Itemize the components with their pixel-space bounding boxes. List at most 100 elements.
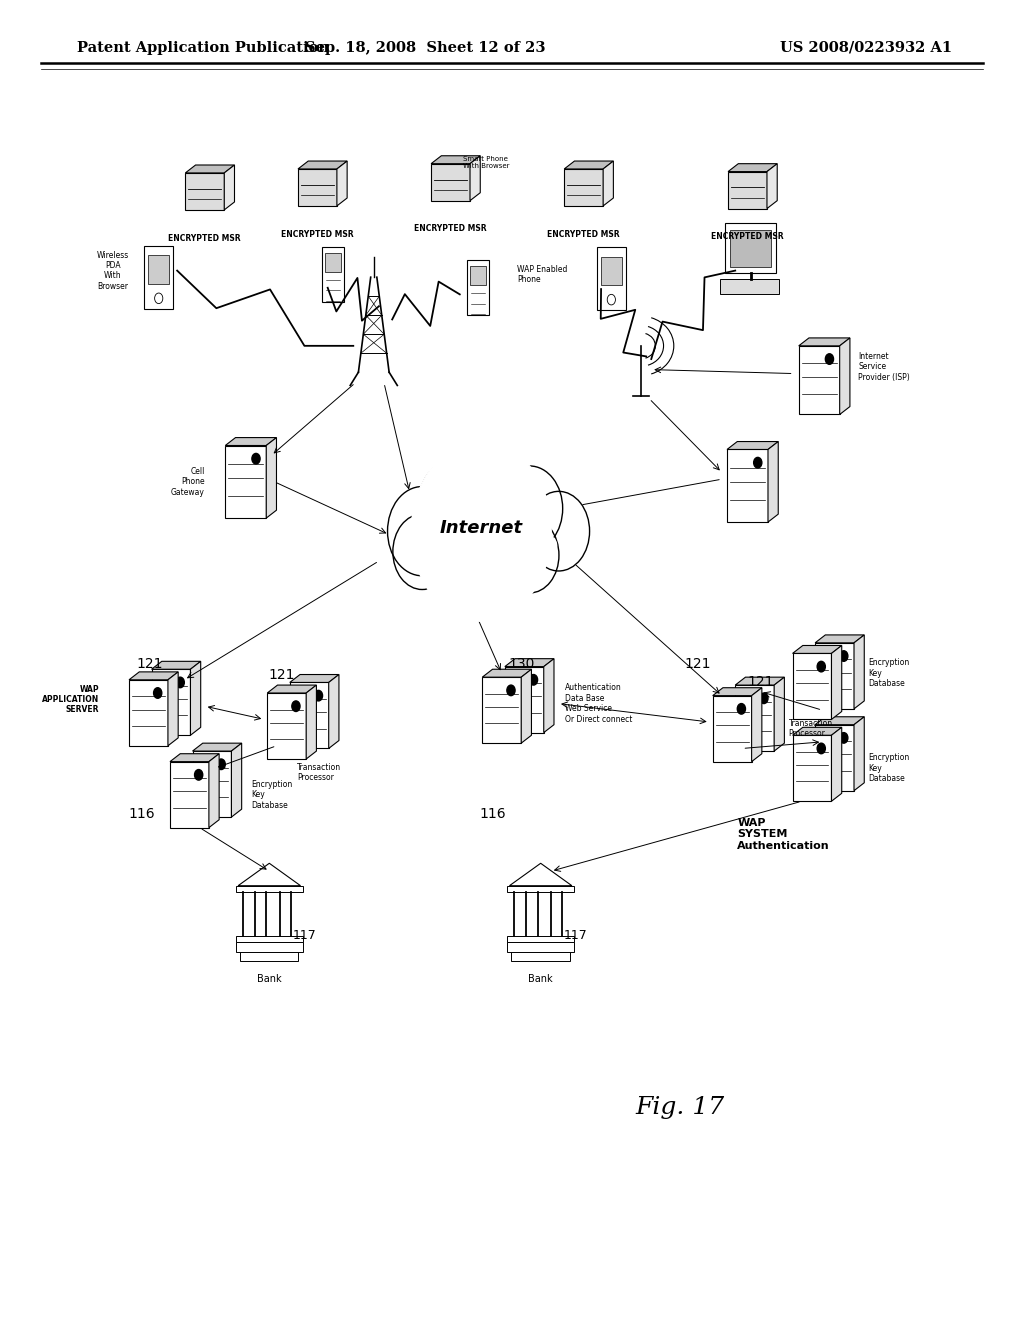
Polygon shape xyxy=(793,735,831,801)
Circle shape xyxy=(840,651,848,661)
Text: Encryption
Key
Database: Encryption Key Database xyxy=(868,659,909,688)
Polygon shape xyxy=(225,446,266,517)
Polygon shape xyxy=(728,172,767,209)
Text: WAP
APPLICATION
SERVER: WAP APPLICATION SERVER xyxy=(42,685,99,714)
Polygon shape xyxy=(482,677,521,743)
Polygon shape xyxy=(713,688,762,696)
Polygon shape xyxy=(298,169,337,206)
Polygon shape xyxy=(238,863,301,886)
Polygon shape xyxy=(329,675,339,748)
Circle shape xyxy=(412,441,551,622)
Polygon shape xyxy=(193,751,231,817)
Polygon shape xyxy=(290,675,339,682)
Polygon shape xyxy=(510,863,571,886)
Text: US 2008/0223932 A1: US 2008/0223932 A1 xyxy=(780,41,952,55)
Polygon shape xyxy=(152,669,190,735)
Bar xyxy=(236,936,303,942)
Polygon shape xyxy=(298,161,347,169)
Polygon shape xyxy=(735,677,784,685)
Polygon shape xyxy=(168,672,178,746)
Text: ENCRYPTED MSR: ENCRYPTED MSR xyxy=(282,230,353,239)
Polygon shape xyxy=(713,696,752,762)
Polygon shape xyxy=(840,338,850,414)
Polygon shape xyxy=(185,173,224,210)
Bar xyxy=(508,942,573,952)
Polygon shape xyxy=(190,661,201,735)
Polygon shape xyxy=(793,653,831,719)
Polygon shape xyxy=(193,743,242,751)
Bar xyxy=(601,256,622,285)
Polygon shape xyxy=(768,441,778,521)
Polygon shape xyxy=(266,438,276,517)
Bar xyxy=(240,952,299,961)
Text: Sep. 18, 2008  Sheet 12 of 23: Sep. 18, 2008 Sheet 12 of 23 xyxy=(305,41,545,55)
Polygon shape xyxy=(185,165,234,173)
Text: ENCRYPTED MSR: ENCRYPTED MSR xyxy=(548,230,620,239)
Polygon shape xyxy=(815,643,854,709)
Circle shape xyxy=(433,520,497,602)
Polygon shape xyxy=(728,164,777,172)
Text: Encryption
Key
Database: Encryption Key Database xyxy=(251,780,292,809)
Polygon shape xyxy=(815,635,864,643)
Text: 130: 130 xyxy=(509,656,536,671)
Circle shape xyxy=(217,759,225,770)
Polygon shape xyxy=(129,672,178,680)
Text: Smart Phone
With Browser: Smart Phone With Browser xyxy=(463,156,509,169)
Polygon shape xyxy=(521,669,531,743)
Bar xyxy=(725,223,776,273)
Circle shape xyxy=(501,517,559,593)
Polygon shape xyxy=(735,685,774,751)
Polygon shape xyxy=(152,661,201,669)
Polygon shape xyxy=(225,438,276,446)
Text: Internet
Service
Provider (ISP): Internet Service Provider (ISP) xyxy=(858,352,910,381)
Text: ENCRYPTED MSR: ENCRYPTED MSR xyxy=(712,232,783,242)
Polygon shape xyxy=(597,247,626,310)
Text: 121: 121 xyxy=(268,668,295,682)
Polygon shape xyxy=(854,635,864,709)
Text: Internet: Internet xyxy=(439,519,523,537)
Polygon shape xyxy=(170,762,209,828)
Polygon shape xyxy=(815,717,864,725)
Polygon shape xyxy=(144,246,173,309)
Polygon shape xyxy=(482,669,531,677)
Text: Fig. 17: Fig. 17 xyxy=(635,1096,724,1118)
Polygon shape xyxy=(231,743,242,817)
Circle shape xyxy=(314,690,323,701)
Polygon shape xyxy=(170,754,219,762)
Text: WAP Enabled
Phone: WAP Enabled Phone xyxy=(517,265,567,284)
Text: Transaction
Processor: Transaction Processor xyxy=(297,763,341,783)
Bar xyxy=(470,265,486,285)
Polygon shape xyxy=(793,727,842,735)
Circle shape xyxy=(454,447,530,546)
Polygon shape xyxy=(290,682,329,748)
Circle shape xyxy=(817,661,825,672)
Polygon shape xyxy=(322,247,344,302)
Polygon shape xyxy=(470,156,480,201)
Circle shape xyxy=(737,704,745,714)
Polygon shape xyxy=(505,659,554,667)
Polygon shape xyxy=(727,449,768,521)
Circle shape xyxy=(840,733,848,743)
Circle shape xyxy=(418,459,490,553)
Polygon shape xyxy=(306,685,316,759)
Polygon shape xyxy=(267,693,306,759)
Text: Patent Application Publication: Patent Application Publication xyxy=(77,41,329,55)
Text: 117: 117 xyxy=(563,929,587,942)
Circle shape xyxy=(195,770,203,780)
Polygon shape xyxy=(793,645,842,653)
Bar xyxy=(236,886,303,892)
Text: 121: 121 xyxy=(136,656,163,671)
Text: 116: 116 xyxy=(128,807,155,821)
Text: 117: 117 xyxy=(293,929,316,942)
Text: Bank: Bank xyxy=(528,974,553,985)
Text: Encryption
Key
Database: Encryption Key Database xyxy=(868,754,909,783)
Polygon shape xyxy=(209,754,219,828)
Bar xyxy=(236,942,303,952)
Text: ENCRYPTED MSR: ENCRYPTED MSR xyxy=(415,224,486,234)
Polygon shape xyxy=(337,161,347,206)
Bar xyxy=(720,279,779,294)
Text: 116: 116 xyxy=(479,807,506,821)
Circle shape xyxy=(497,466,562,550)
Polygon shape xyxy=(467,260,489,315)
Polygon shape xyxy=(815,725,854,791)
